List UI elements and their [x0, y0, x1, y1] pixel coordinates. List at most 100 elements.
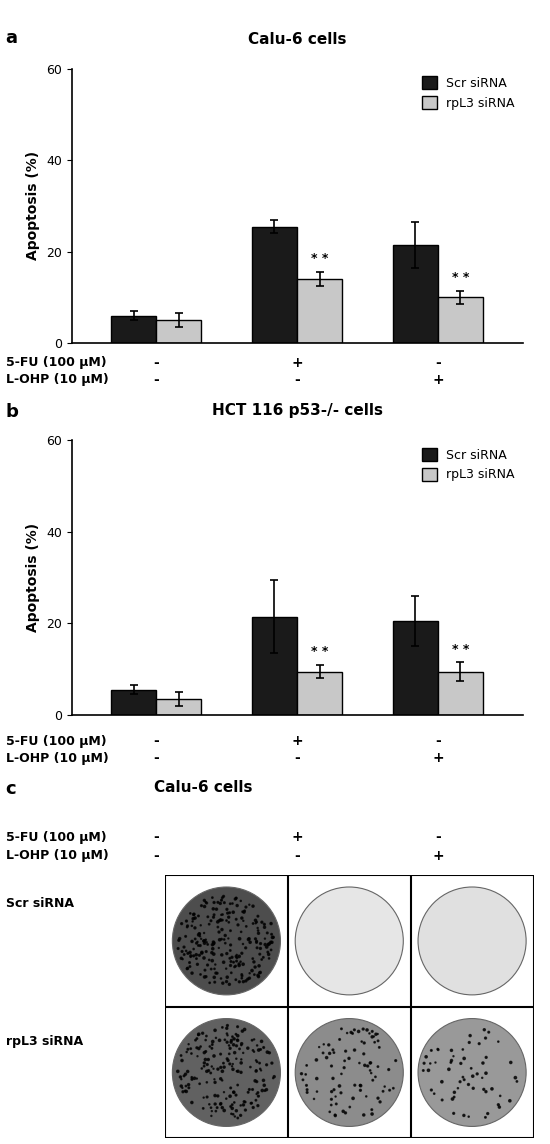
Point	[195, 924, 204, 943]
Point	[212, 964, 221, 983]
Point	[217, 930, 226, 948]
Point	[358, 1032, 366, 1050]
Point	[217, 906, 226, 924]
Point	[200, 948, 208, 967]
Point	[213, 964, 222, 983]
Point	[337, 1065, 346, 1083]
Point	[230, 1030, 239, 1048]
Point	[208, 939, 217, 958]
Point	[345, 1098, 354, 1117]
Point	[213, 893, 222, 912]
Point	[224, 913, 233, 931]
Point	[195, 1040, 204, 1058]
Ellipse shape	[295, 1018, 403, 1127]
Point	[221, 927, 229, 945]
Point	[218, 911, 227, 929]
Point	[507, 1054, 515, 1072]
Point	[254, 1087, 263, 1105]
Point	[197, 897, 206, 915]
Point	[209, 899, 218, 917]
Point	[192, 1070, 201, 1088]
Point	[329, 1043, 338, 1062]
Point	[251, 1072, 260, 1090]
Point	[259, 948, 268, 967]
Point	[263, 943, 272, 961]
Point	[460, 1071, 469, 1089]
Point	[360, 1034, 368, 1052]
Point	[237, 1050, 246, 1068]
Point	[232, 1086, 240, 1104]
Point	[226, 936, 235, 954]
Point	[203, 1088, 212, 1106]
Point	[360, 1056, 369, 1074]
Point	[182, 912, 191, 930]
Point	[297, 1065, 306, 1083]
Point	[380, 1078, 389, 1096]
Point	[362, 1020, 371, 1039]
Point	[237, 1036, 246, 1055]
Point	[232, 1036, 241, 1055]
Point	[188, 1094, 196, 1112]
Point	[207, 944, 216, 962]
Point	[312, 1051, 321, 1070]
Point	[210, 934, 218, 952]
Point	[205, 1095, 214, 1113]
Point	[263, 923, 272, 942]
Point	[239, 935, 248, 953]
Text: -: -	[435, 734, 441, 748]
Point	[449, 1047, 458, 1065]
Point	[372, 1025, 381, 1043]
Point	[210, 974, 219, 992]
Point	[189, 940, 198, 959]
Point	[350, 1041, 359, 1059]
Point	[301, 1065, 310, 1083]
Point	[174, 931, 183, 950]
Point	[340, 1051, 349, 1070]
Point	[253, 1036, 262, 1055]
Point	[373, 1057, 382, 1075]
Text: -: -	[153, 734, 159, 748]
Point	[205, 951, 213, 969]
Point	[189, 905, 198, 923]
Point	[252, 1062, 261, 1080]
Point	[222, 972, 231, 991]
Point	[213, 917, 222, 936]
Point	[426, 1055, 434, 1073]
Point	[255, 945, 264, 963]
Point	[196, 927, 205, 945]
Point	[205, 915, 213, 934]
Point	[350, 1020, 359, 1039]
Point	[203, 1056, 212, 1074]
Point	[182, 1082, 191, 1101]
Point	[267, 925, 276, 944]
Point	[254, 968, 263, 986]
Point	[214, 923, 223, 942]
Point	[320, 1035, 328, 1054]
Point	[207, 1039, 216, 1057]
Point	[328, 1070, 337, 1088]
Point	[245, 969, 254, 987]
Point	[195, 946, 204, 964]
Point	[208, 952, 217, 970]
Point	[332, 1095, 340, 1113]
Point	[226, 895, 235, 913]
Point	[189, 909, 197, 928]
Text: -: -	[153, 831, 159, 844]
Point	[188, 1070, 196, 1088]
Point	[241, 971, 250, 990]
Point	[252, 932, 261, 951]
Point	[210, 945, 218, 963]
Point	[259, 1071, 268, 1089]
Point	[376, 1093, 384, 1111]
Point	[233, 1031, 242, 1049]
Point	[196, 916, 205, 935]
Point	[315, 1038, 323, 1056]
Point	[420, 1054, 428, 1072]
Point	[182, 942, 190, 960]
Point	[248, 961, 256, 979]
Point	[198, 1024, 207, 1042]
Point	[232, 1025, 240, 1043]
Bar	[111, 316, 156, 343]
Text: a: a	[6, 29, 18, 47]
Point	[234, 1062, 243, 1080]
